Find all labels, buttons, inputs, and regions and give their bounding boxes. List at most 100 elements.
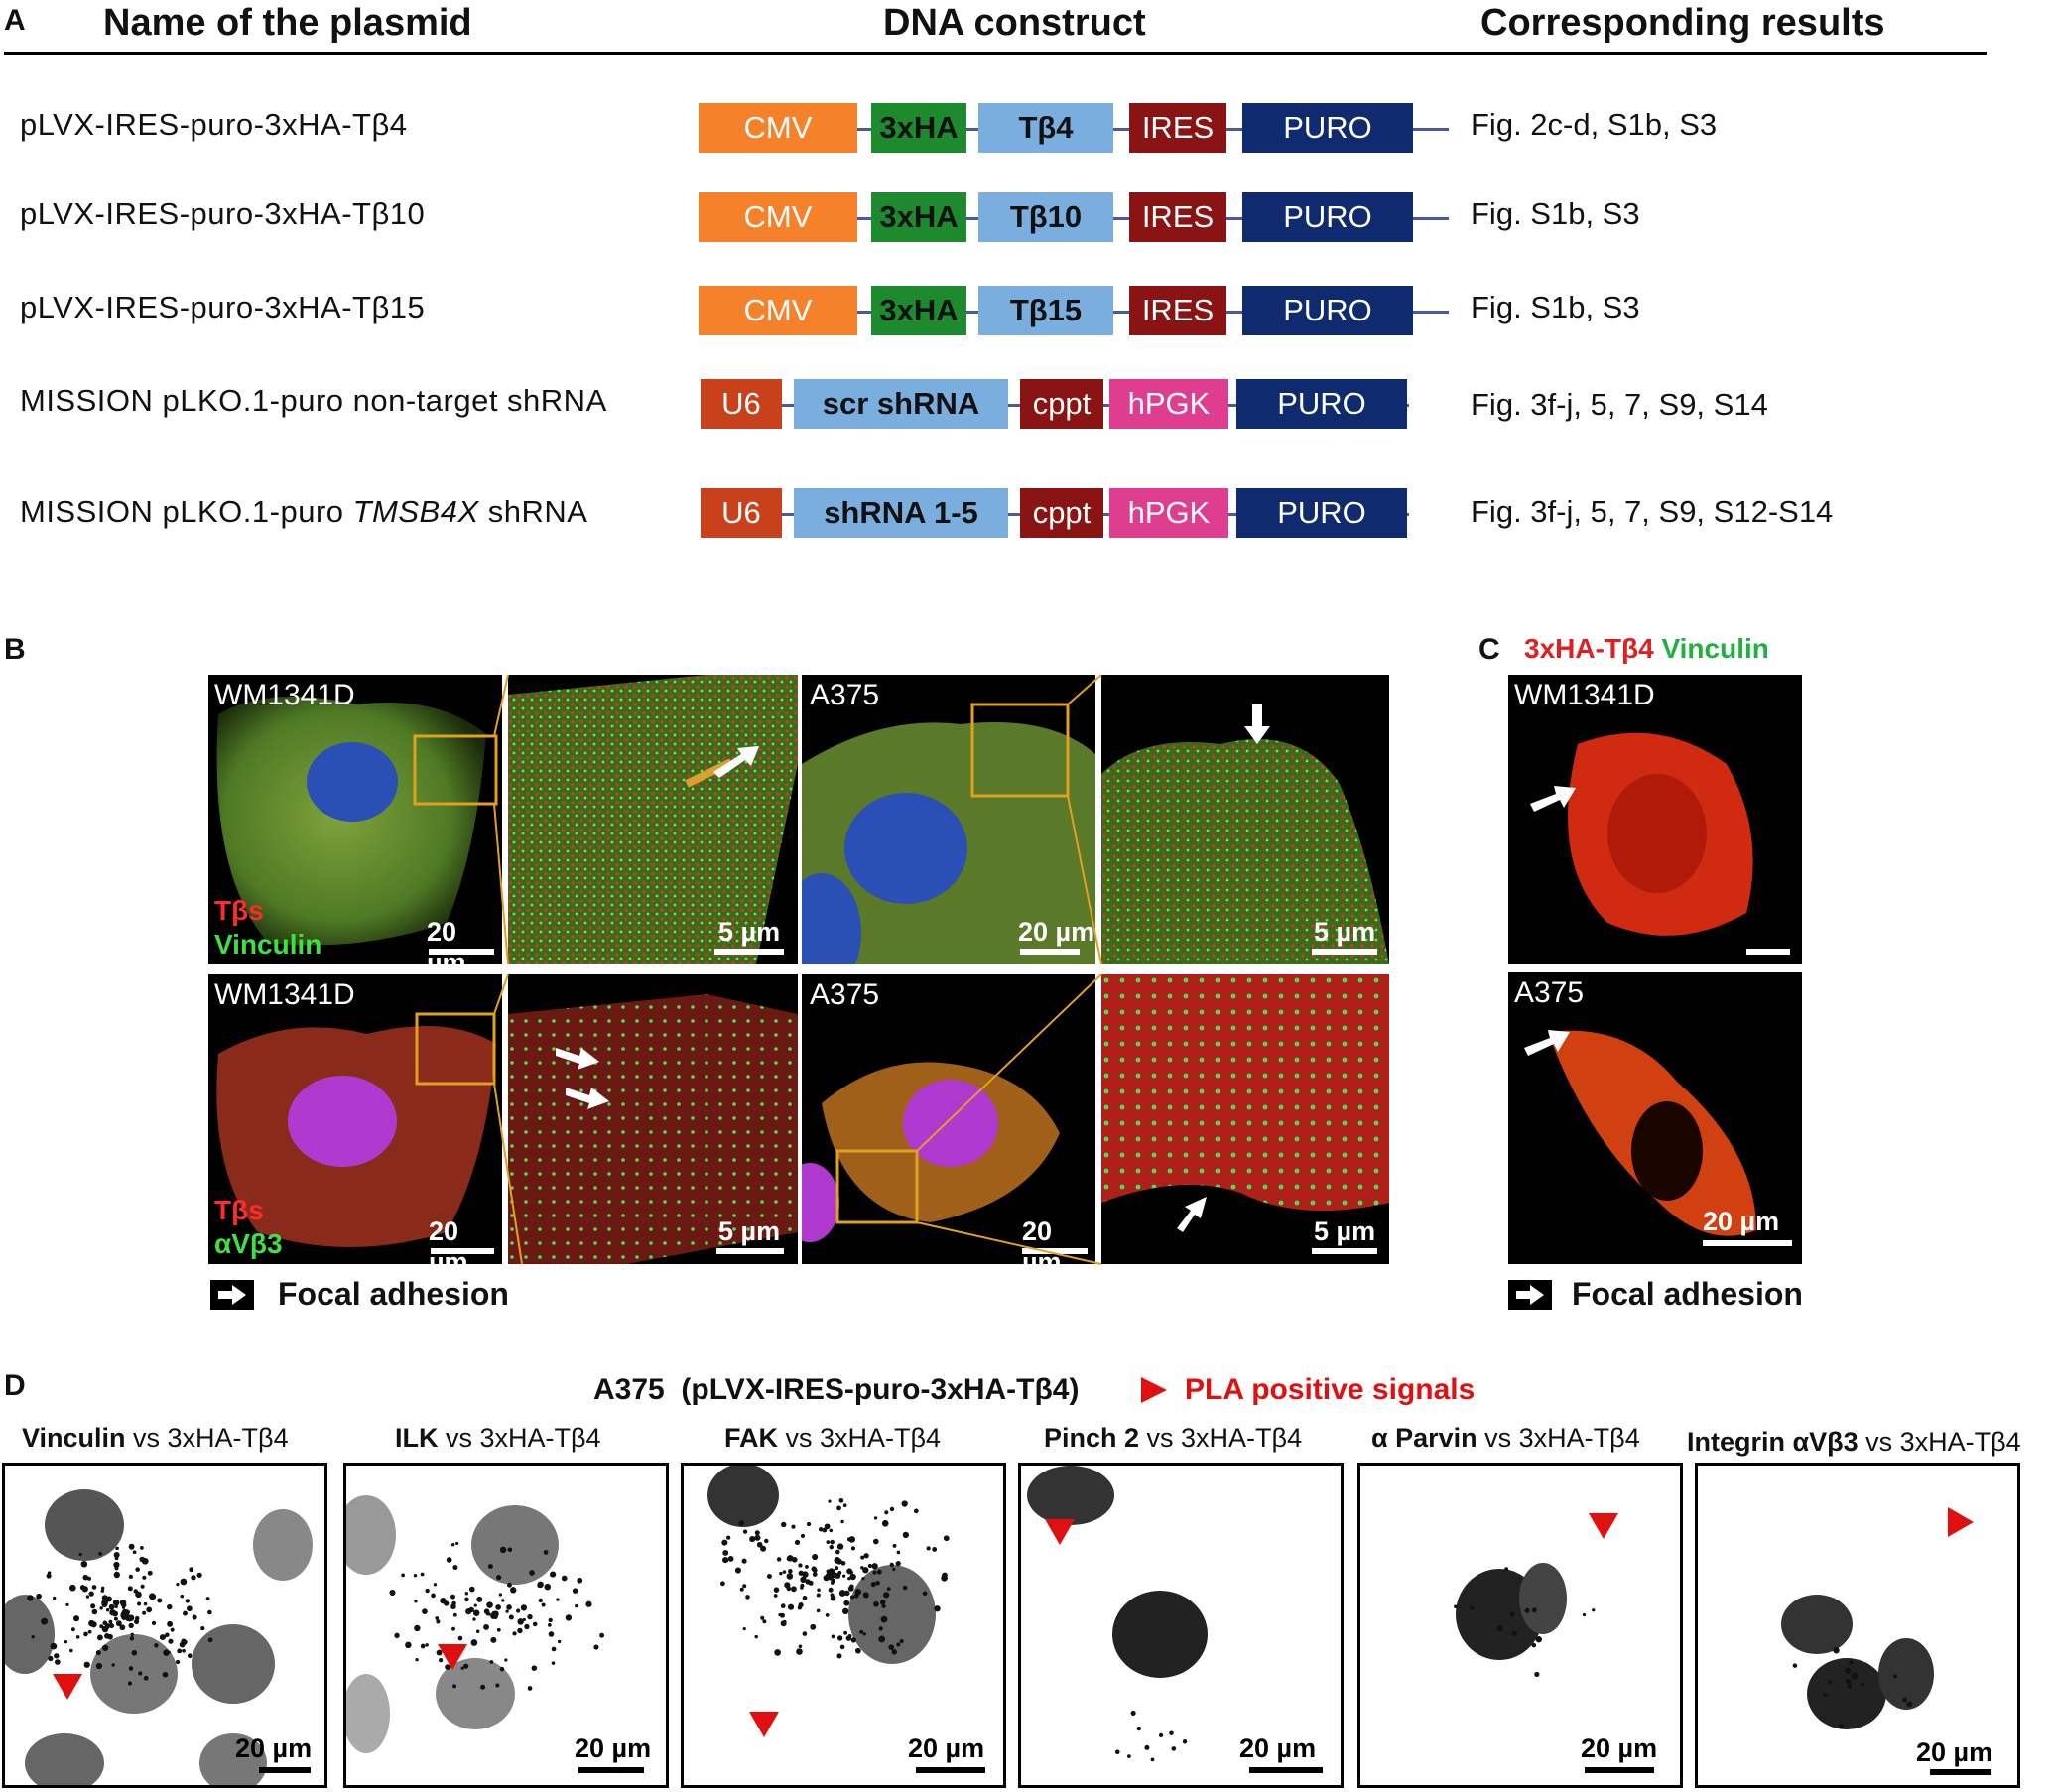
pla-dot — [159, 1634, 166, 1641]
pla-dot — [548, 1617, 553, 1623]
pla-dot — [52, 1596, 57, 1600]
pla-dot — [95, 1650, 101, 1656]
pla-dot — [776, 1557, 782, 1562]
pla-dot — [129, 1636, 135, 1641]
pla-dot — [1861, 1682, 1864, 1687]
pla-dot — [113, 1551, 120, 1559]
pla-dot — [183, 1610, 188, 1616]
arrow-icon — [1244, 704, 1270, 744]
pla-dot — [436, 1649, 443, 1656]
red-triangle-icon — [438, 1644, 467, 1670]
pla-dot — [167, 1650, 171, 1654]
red-triangle-icon — [1948, 1507, 1974, 1537]
pla-dot — [113, 1571, 120, 1579]
pla-dot — [1535, 1636, 1543, 1643]
pla-dot — [872, 1570, 877, 1575]
pla-dot — [1845, 1667, 1851, 1674]
pla-dot — [791, 1586, 797, 1593]
micrograph-c-wm1341d: WM1341D — [1508, 675, 1802, 964]
plasmid-name: MISSION pLKO.1-puro TMSB4X shRNA — [20, 494, 588, 529]
pla-dot — [151, 1620, 157, 1625]
micrograph-wm1341d-avb3-zoom: 5 µm — [508, 974, 798, 1264]
pla-label: Pinch 2 vs 3xHA-Tβ4 — [1044, 1423, 1303, 1453]
pla-dot — [1127, 1754, 1131, 1758]
arrow-icon — [1177, 1197, 1207, 1232]
pla-dot — [830, 1539, 835, 1545]
result-refs: Fig. 3f-j, 5, 7, S9, S14 — [1471, 387, 1768, 422]
pla-dot — [415, 1658, 419, 1662]
scale-label: 5 µm — [1314, 917, 1376, 947]
pla-dot — [782, 1570, 787, 1574]
pla-dot — [572, 1588, 578, 1594]
pla-dot — [942, 1572, 948, 1579]
scale-label: 20 µm — [1239, 1733, 1317, 1763]
pla-dot — [922, 1591, 928, 1597]
pla-dot — [1511, 1630, 1517, 1636]
pla-dot — [561, 1575, 568, 1582]
pla-dot — [548, 1623, 552, 1627]
pla-dot — [1509, 1612, 1514, 1617]
pla-dot — [557, 1639, 562, 1644]
pla-dot — [779, 1612, 785, 1618]
pla-dot — [189, 1567, 193, 1571]
pla-dot — [91, 1585, 97, 1590]
pla-dot — [127, 1617, 132, 1622]
plasmid-name: pLVX-IRES-puro-3xHA-Tβ10 — [20, 196, 426, 231]
pla-dot — [843, 1630, 848, 1635]
scale-label: 20 µm — [1916, 1737, 1993, 1767]
pla-dot — [888, 1644, 895, 1651]
pla-dot — [504, 1658, 508, 1662]
pla-dot — [487, 1564, 493, 1569]
pla-dot — [170, 1627, 175, 1632]
pla-dot — [191, 1575, 196, 1581]
pla-dot — [845, 1635, 852, 1641]
pla-dot — [128, 1543, 135, 1550]
pla-dot — [512, 1631, 517, 1636]
pla-dot — [863, 1553, 869, 1559]
pla-dot — [127, 1586, 133, 1592]
pla-dot — [100, 1589, 105, 1593]
micrograph-a375-vinculin: A375 20 µm — [802, 675, 1095, 964]
pla-dot — [798, 1563, 803, 1568]
pla-dot — [1496, 1624, 1504, 1632]
segment-ires: IRES — [1129, 103, 1226, 153]
pla-dot — [120, 1601, 127, 1607]
pla-dot — [401, 1573, 405, 1578]
pla-dot — [181, 1638, 187, 1645]
pla-dot — [420, 1572, 425, 1577]
pla-dot — [1130, 1710, 1136, 1716]
pla-dot — [754, 1534, 761, 1541]
pla-dot — [175, 1659, 181, 1665]
pla-dot — [192, 1614, 197, 1620]
pla-dot — [798, 1644, 803, 1649]
micrograph-wm1341d-avb3: WM1341D Tβs αVβ3 20 µm — [208, 974, 502, 1264]
pla-dot — [529, 1570, 535, 1576]
pla-dot — [508, 1614, 514, 1620]
pla-dot — [422, 1608, 428, 1614]
scale-label: 5 µm — [718, 1216, 781, 1246]
pla-dot — [138, 1671, 143, 1676]
result-refs: Fig. 3f-j, 5, 7, S9, S12-S14 — [1471, 494, 1834, 529]
pla-dot — [1833, 1647, 1840, 1654]
pla-dot — [841, 1607, 849, 1615]
scale-bar — [1312, 949, 1377, 955]
pla-dot — [114, 1604, 118, 1609]
pla-dot — [565, 1614, 573, 1621]
stain-label-vinculin: Vinculin — [214, 929, 322, 960]
pla-dot — [207, 1609, 212, 1615]
pla-dot — [800, 1583, 805, 1588]
arrow-icon — [1524, 1030, 1570, 1056]
pla-dot — [65, 1602, 69, 1607]
pla-dot — [780, 1603, 786, 1609]
pla-dot — [108, 1619, 113, 1624]
pla-dot — [72, 1615, 80, 1622]
pla-dot — [168, 1638, 174, 1644]
pla-dot — [537, 1582, 543, 1589]
pla-dot — [1845, 1679, 1852, 1685]
pla-dot — [83, 1631, 88, 1637]
panel-d-title: A375 (pLVX-IRES-puro-3xHA-Tβ4) — [593, 1373, 1080, 1406]
pla-dot — [1150, 1757, 1155, 1762]
stain-label-ha: 3xHA-Tβ4 — [1524, 633, 1654, 664]
pla-dot — [420, 1643, 426, 1649]
pla-dot — [773, 1594, 778, 1598]
